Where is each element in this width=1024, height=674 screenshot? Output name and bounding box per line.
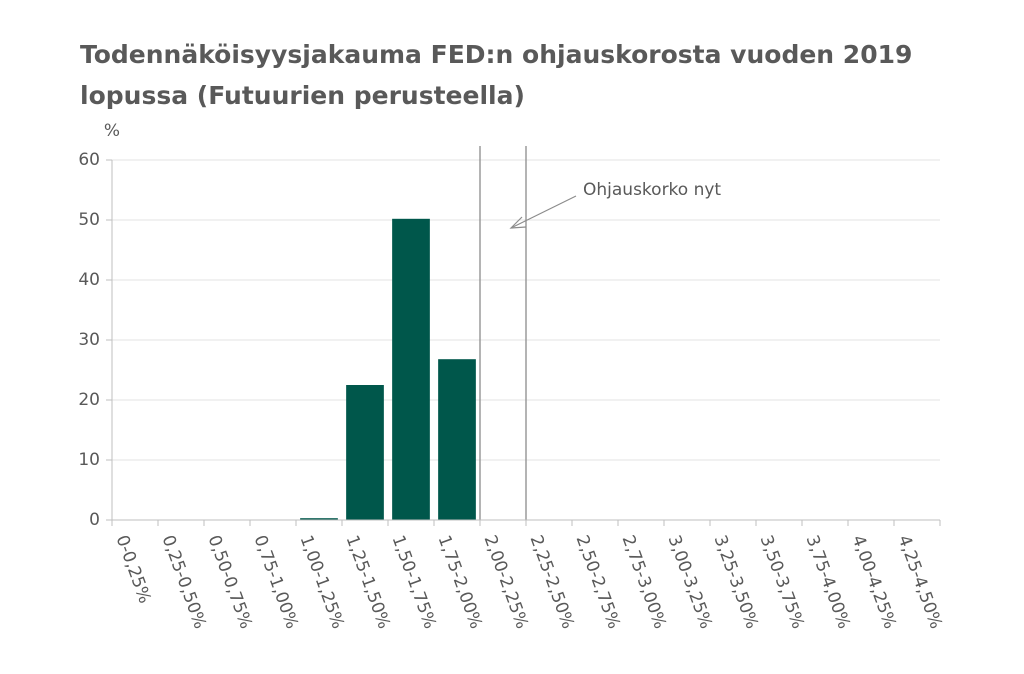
x-tick-label: 1,00-1,25% (296, 533, 348, 632)
y-tick-label: 50 (78, 210, 100, 230)
x-tick-label: 2,75-3,00% (618, 533, 670, 632)
chart-title: lopussa (Futuurien perusteella) (80, 81, 525, 110)
bar (346, 385, 384, 520)
annotation-arrow (510, 195, 577, 229)
bar (438, 359, 476, 520)
x-tick-label: 2,50-2,75% (572, 533, 624, 632)
y-tick-label: 40 (78, 270, 100, 290)
x-tick-label: 3,25-3,50% (710, 533, 762, 632)
x-tick-label: 3,50-3,75% (756, 533, 808, 632)
bar (392, 218, 430, 521)
annotation: Ohjauskorko nyt (583, 180, 721, 200)
bar (300, 518, 338, 520)
arrow-head (509, 216, 527, 229)
x-tick-label: 1,75-2,00% (434, 533, 486, 632)
x-tick-label: 2,00-2,25% (480, 533, 532, 632)
y-tick-label: 30 (78, 330, 100, 350)
x-tick-label: 3,00-3,25% (664, 533, 716, 632)
y-tick-label: 0 (89, 510, 100, 530)
x-tick-label: 0,75-1,00% (250, 533, 302, 632)
y-tick-label: 20 (78, 390, 100, 410)
y-tick-label: 60 (78, 150, 100, 170)
x-tick-label: 1,25-1,50% (342, 533, 394, 632)
x-tick-label: 2,25-2,50% (526, 533, 578, 632)
chart-title: Todennäköisyysjakauma FED:n ohjauskorost… (80, 40, 912, 69)
x-tick-label: 0,50-0,75% (204, 533, 256, 632)
y-axis-label: % (104, 121, 120, 141)
x-tick-label: 0-0,25% (112, 533, 155, 607)
y-tick-label: 10 (78, 450, 100, 470)
x-tick-label: 1,50-1,75% (388, 533, 440, 632)
x-tick-label: 0,25-0,50% (158, 533, 210, 632)
x-tick-label: 4,25-4,50% (894, 533, 946, 632)
x-tick-label: 4,00-4,25% (848, 533, 900, 632)
x-tick-label: 3,75-4,00% (802, 533, 854, 632)
annotation-box (578, 168, 750, 216)
